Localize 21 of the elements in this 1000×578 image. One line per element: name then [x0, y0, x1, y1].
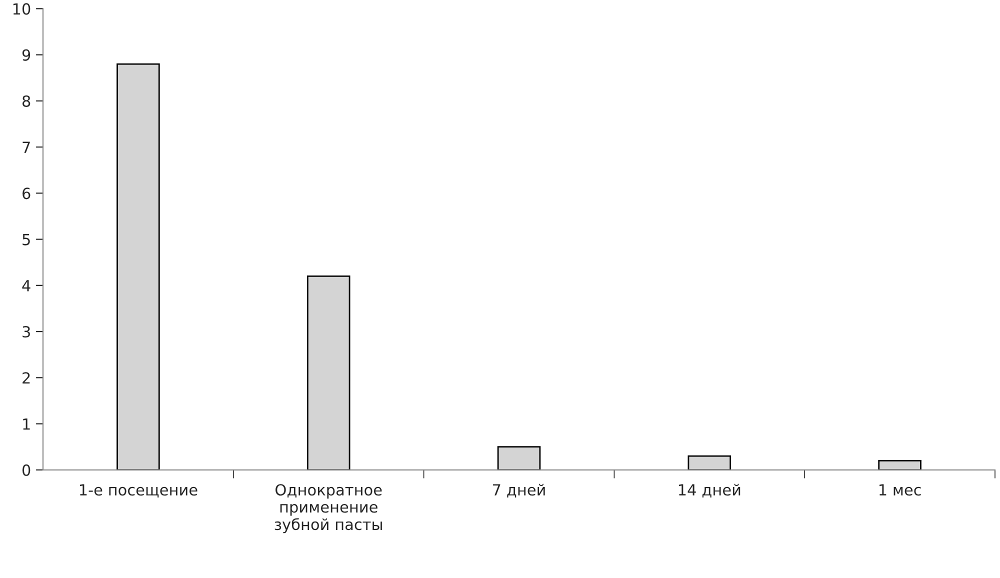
y-tick-label: 10 [13, 3, 30, 15]
bar [116, 63, 160, 470]
y-tick-label: 6 [22, 188, 30, 200]
y-tick-label: 8 [22, 95, 30, 107]
y-tick-label: 4 [22, 280, 30, 292]
bar [497, 446, 541, 470]
y-tick-label: 2 [22, 372, 30, 384]
y-tick-label: 7 [22, 142, 30, 153]
bar [306, 275, 350, 470]
y-tick-label: 3 [22, 326, 30, 338]
y-tick-label: 9 [22, 49, 30, 61]
x-tick-label: 7 дней [493, 484, 545, 498]
y-tick-label: 1 [23, 418, 30, 430]
y-tick-label: 0 [22, 464, 30, 476]
x-tick-label: 1-е посещение [80, 484, 198, 498]
x-tick-label: 1 мес [880, 484, 921, 496]
bar [688, 455, 732, 470]
y-tick-label: 5 [22, 234, 30, 246]
x-tick-label: 14 дней [678, 484, 740, 498]
bar [878, 460, 922, 470]
x-tick-label: Однократное применение зубной пасты [274, 484, 382, 534]
